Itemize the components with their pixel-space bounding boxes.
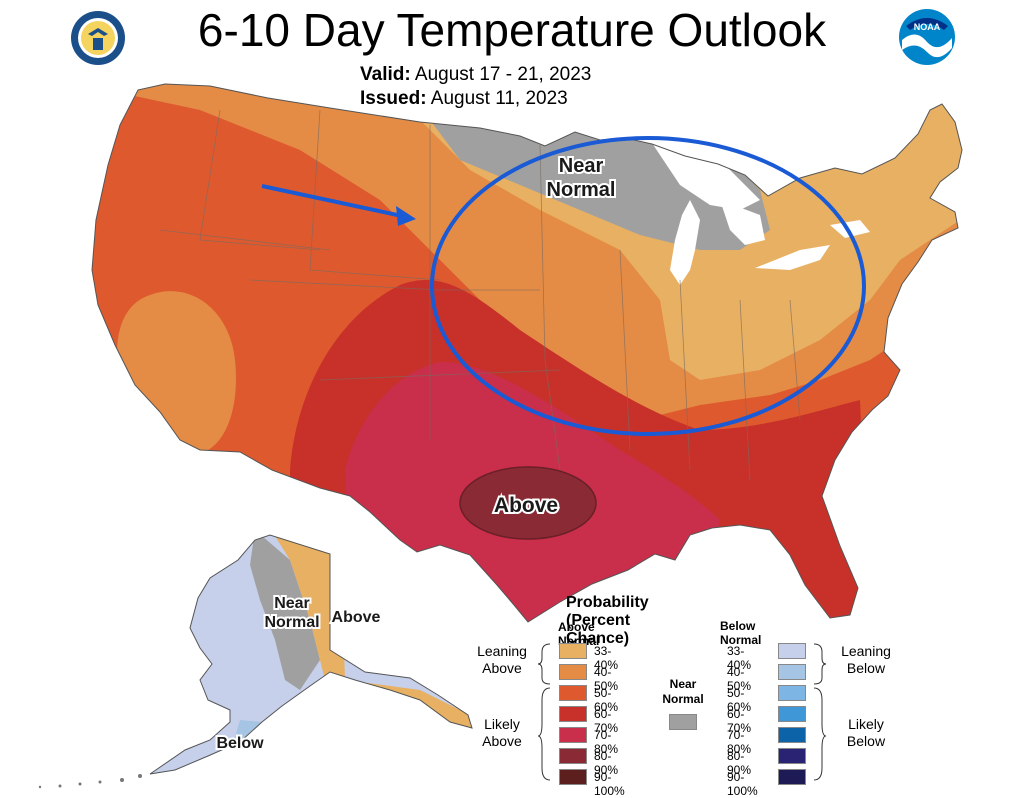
band-40-50-southwest [117, 291, 236, 456]
legend-below-range-label: 40-50% [727, 665, 752, 693]
state-lines [159, 109, 801, 481]
issued-label: Issued: [360, 88, 427, 109]
label-above: Above [494, 494, 558, 517]
legend-below-swatch [778, 643, 806, 659]
aleutian-islands [38, 774, 142, 789]
conus-shading [92, 84, 962, 622]
ak-near-normal-area [250, 535, 320, 690]
legend-below-swatch [778, 706, 806, 722]
legend-above-swatch [559, 706, 587, 722]
conus-outline [91, 83, 963, 623]
legend-below-braces [813, 643, 827, 781]
ak-label-above: Above [332, 609, 381, 626]
legend-likely-below: Likely Below [846, 716, 886, 749]
legend-near-line2: Normal [662, 692, 704, 706]
lake-superior [650, 140, 760, 210]
legend-above-swatch [559, 685, 587, 701]
legend-above-swatch [559, 748, 587, 764]
legend-above-braces [537, 643, 551, 781]
alaska-shading [150, 535, 472, 774]
legend-likely-above: Likely Above [482, 716, 522, 749]
legend-above-swatch [559, 664, 587, 680]
legend-above-range-label: 70-80% [594, 728, 619, 756]
legend-below-header: Below Normal [720, 619, 762, 647]
arrow-head-icon [396, 206, 416, 226]
ak-label-near: Near Normal [264, 595, 319, 631]
label-near: Near Normal [547, 155, 616, 201]
legend-above-range-label: 33-40% [594, 644, 619, 672]
lake-ontario [830, 220, 870, 238]
legend-above-swatch [559, 769, 587, 785]
legend-above-range-label: 40-50% [594, 665, 619, 693]
legend-near-swatch [669, 714, 697, 730]
legend-below-swatch [778, 727, 806, 743]
legend-below-range-label: 80-90% [727, 749, 752, 777]
ak-label-below: Below [216, 735, 264, 752]
valid-value: August 17 - 21, 2023 [414, 64, 592, 85]
valid-label: Valid: [360, 64, 411, 85]
near-normal-oval [430, 136, 866, 436]
lake-michigan [670, 200, 700, 285]
lake-erie [755, 245, 830, 270]
alaska-outline [149, 534, 473, 775]
lake-huron [720, 200, 765, 245]
legend-above-range-label: 50-60% [594, 686, 619, 714]
label-near-line1: Near [559, 155, 604, 177]
legend-near-header: Near Normal [653, 677, 713, 707]
legend-title: Probability (Percent Chance) [566, 594, 649, 647]
legend-above-range-label: 90-100% [594, 770, 625, 798]
legend-below-swatch [778, 748, 806, 764]
legend-below-swatch [778, 769, 806, 785]
legend-above-swatch [559, 643, 587, 659]
legend-below-swatch [778, 664, 806, 680]
legend-below-swatch [778, 685, 806, 701]
legend-below-range-label: 90-100% [727, 770, 758, 798]
ak-leaning-above [265, 535, 472, 760]
label-near-line2: Normal [547, 179, 616, 201]
legend-near-line1: Near [669, 677, 697, 691]
ak-below-small [232, 720, 262, 748]
issued-line: Issued: August 11, 2023 [360, 88, 568, 110]
legend-above-range-label: 60-70% [594, 707, 619, 735]
legend-below-range-label: 50-60% [727, 686, 752, 714]
legend-below-range-label: 70-80% [727, 728, 752, 756]
valid-line: Valid: August 17 - 21, 2023 [360, 64, 591, 86]
legend-leaning-below: Leaning Below [841, 643, 891, 676]
issued-value: August 11, 2023 [430, 88, 568, 109]
band-80-90 [459, 466, 597, 540]
noaa-logo-text: NOAA [914, 22, 941, 32]
legend-below-range-label: 33-40% [727, 644, 752, 672]
commerce-seal-icon [71, 11, 125, 65]
legend-below-range-label: 60-70% [727, 707, 752, 735]
arrow-shaft [261, 184, 403, 218]
legend-above-swatch [559, 727, 587, 743]
page-title: 6-10 Day Temperature Outlook [197, 4, 827, 56]
legend-above-range-label: 80-90% [594, 749, 619, 777]
legend-leaning-above: Leaning Above [477, 643, 527, 676]
noaa-logo-icon: NOAA [899, 9, 955, 65]
